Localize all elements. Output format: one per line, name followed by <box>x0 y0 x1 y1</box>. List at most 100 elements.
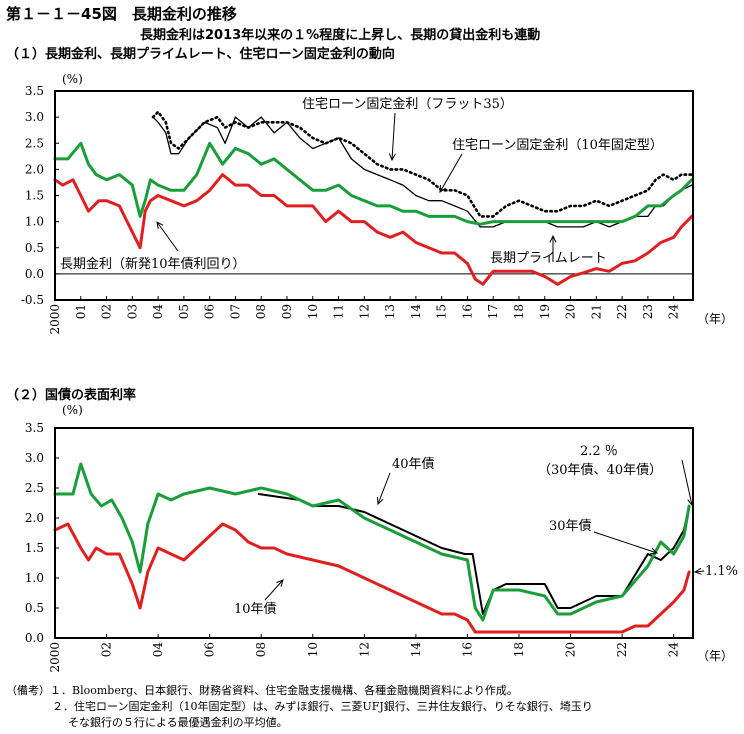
chart1-ytick-label: 0.5 <box>25 241 44 255</box>
chart1-annotation-4: 長期金利（新発10年債利回り） <box>60 256 246 272</box>
chart2-series-3-line <box>53 522 691 634</box>
chart1-ytick-label: -0.5 <box>21 293 44 307</box>
chart2-ytick-label: 1.0 <box>25 571 44 585</box>
chart2-xtick-label: 18 <box>512 642 526 657</box>
chart1-annotation-arrowhead <box>388 153 396 162</box>
chart2-xtick-label: 06 <box>203 642 217 657</box>
chart1-annotation-arrowhead <box>156 221 164 229</box>
chart2-xtick-label: 16 <box>460 642 474 657</box>
chart1-xtick-label: 03 <box>125 304 139 319</box>
notes-item1: １．Bloomberg、日本銀行、財務省資料、住宅金融支援機構、各種金融機関資料… <box>50 684 518 697</box>
chart1-xtick-label: 17 <box>486 304 500 319</box>
chart2-annotation-2: 30年債 <box>549 519 592 534</box>
chart1-ytick-label: 1.5 <box>25 189 44 203</box>
chart1-series-1-line <box>151 110 694 218</box>
chart1-annotation-arrowhead <box>549 234 557 243</box>
chart1-xtick-label: 19 <box>538 304 552 319</box>
chart1-xtick-label: 2000 <box>48 304 62 335</box>
chart2-xtick-label: 20 <box>564 642 578 657</box>
chart2-annotation-leader <box>694 570 705 573</box>
chart1-xtick-label: 22 <box>615 304 629 319</box>
chart1-ytick-label: 1.0 <box>25 215 44 229</box>
chart1-xtick-label: 14 <box>409 304 423 320</box>
chart2-annotation-6: 1.1% <box>705 564 738 579</box>
chart2-annotation-arrowhead <box>649 547 659 555</box>
chart2-series-1-line <box>257 493 691 615</box>
chart2-annotation-4: 2.2 ％ <box>580 444 618 459</box>
chart1-annotation-2: 住宅ローン固定金利（10年固定型） <box>452 137 663 153</box>
chart1-ytick-label: 2.0 <box>25 162 44 176</box>
chart1-series-4-line <box>53 173 694 286</box>
chart2-xtick-label: 02 <box>100 642 114 657</box>
chart1-xtick-label: 09 <box>280 304 294 319</box>
chart2-xtick-label: 10 <box>306 642 320 657</box>
chart2-series-2-line <box>53 462 691 622</box>
chart1-xtick-label: 18 <box>512 304 526 319</box>
chart2-title: （２）国債の表面利率 <box>6 388 137 403</box>
chart2-ytick-label: 3.5 <box>25 421 44 435</box>
notes-item2a: ２．住宅ローン固定金利（10年固定型）は、みずほ銀行、三菱UFJ銀行、三井住友銀… <box>52 700 593 713</box>
chart1-annotation-arrowhead <box>439 184 447 193</box>
notes: （備考）１．Bloomberg、日本銀行、財務省資料、住宅金融支援機構、各種金融… <box>6 683 593 731</box>
chart1-annotation-leader <box>439 153 463 193</box>
chart1-xtick-label: 04 <box>151 304 165 320</box>
chart1-plot-frame <box>54 90 694 301</box>
chart2-ytick-label: 2.5 <box>25 481 44 495</box>
chart2-xtick-label: 2000 <box>48 642 62 673</box>
chart1-xtick-label: 01 <box>74 304 88 319</box>
figure-title: 第１－１－45図 長期金利の推移 <box>6 5 237 23</box>
chart2-xtick-label: 22 <box>615 642 629 657</box>
chart1-annotation-leader <box>391 112 396 161</box>
chart2-xtick-label: 04 <box>151 642 165 658</box>
chart2-xtick-label: 14 <box>409 642 423 658</box>
chart2-annotation-arrowhead <box>276 579 284 587</box>
chart1-xtick-label: 10 <box>306 304 320 319</box>
chart1-xtick-label: 08 <box>254 304 268 319</box>
chart2-xtick-label: 12 <box>357 642 371 657</box>
figure-subtitle: 長期金利は2013年以来の１%程度に上昇し、長期の貸出金利も連動 <box>140 28 541 43</box>
chart2-plot-frame <box>54 427 694 639</box>
chart1-annotation-1: 住宅ローン固定金利（フラット35） <box>302 96 513 112</box>
chart2-annotation-3: 10年債 <box>234 602 277 617</box>
chart1-xtick-label: 12 <box>357 304 371 319</box>
chart1-xtick-label: 06 <box>203 304 217 319</box>
chart1-xtick-label: 23 <box>641 304 655 319</box>
chart2-annotation-5: （30年債、40年債） <box>538 463 662 478</box>
chart1-series-2-line <box>152 116 693 228</box>
chart2-annotation-leader <box>264 579 284 601</box>
notes-item2b: そな銀行の５行による最優遇金利の平均値。 <box>68 716 288 729</box>
chart2-y-unit: (%) <box>62 403 83 417</box>
chart1-ytick-label: 3.5 <box>25 84 44 98</box>
chart1-xtick-label: 05 <box>177 304 191 319</box>
chart1-xtick-label: 11 <box>332 304 346 319</box>
chart2-annotation-leader <box>593 531 658 554</box>
chart1-annotation-leader <box>156 221 179 252</box>
chart2-xtick-label: 24 <box>667 642 681 658</box>
chart2-ytick-label: 2.0 <box>25 511 44 525</box>
chart1-xtick-label: 13 <box>383 304 397 319</box>
chart2-ytick-label: 0.5 <box>25 601 44 615</box>
chart1-xtick-label: 16 <box>460 304 474 319</box>
chart1-xtick-label: 20 <box>564 304 578 319</box>
chart1-ytick-label: 3.0 <box>25 110 44 124</box>
notes-head: （備考） <box>6 684 50 697</box>
chart1-x-unit: （年） <box>697 312 733 326</box>
chart1-y-unit: (%) <box>62 72 83 86</box>
chart1-xtick-label: 24 <box>667 304 681 320</box>
chart2-annotation-arrowhead <box>693 567 702 575</box>
chart2-annotation-arrowhead <box>376 496 384 506</box>
chart1-series-3-line <box>53 141 694 226</box>
chart2-annotation-leader <box>377 472 391 505</box>
chart2-ytick-label: 1.5 <box>25 541 44 555</box>
chart2-ytick-label: 0.0 <box>25 631 44 645</box>
chart2-annotation-leader <box>681 459 693 506</box>
chart2-annotation-1: 40年債 <box>392 457 435 472</box>
chart2-xtick-label: 08 <box>254 642 268 657</box>
chart1-annotation-3: 長期プライムレート <box>490 251 607 266</box>
chart1-title: （１）長期金利、長期プライムレート、住宅ローン固定金利の動向 <box>6 47 395 62</box>
chart2-ytick-label: 3.0 <box>25 451 44 465</box>
chart2-x-unit: （年） <box>697 649 733 663</box>
chart1-xtick-label: 21 <box>589 304 603 319</box>
